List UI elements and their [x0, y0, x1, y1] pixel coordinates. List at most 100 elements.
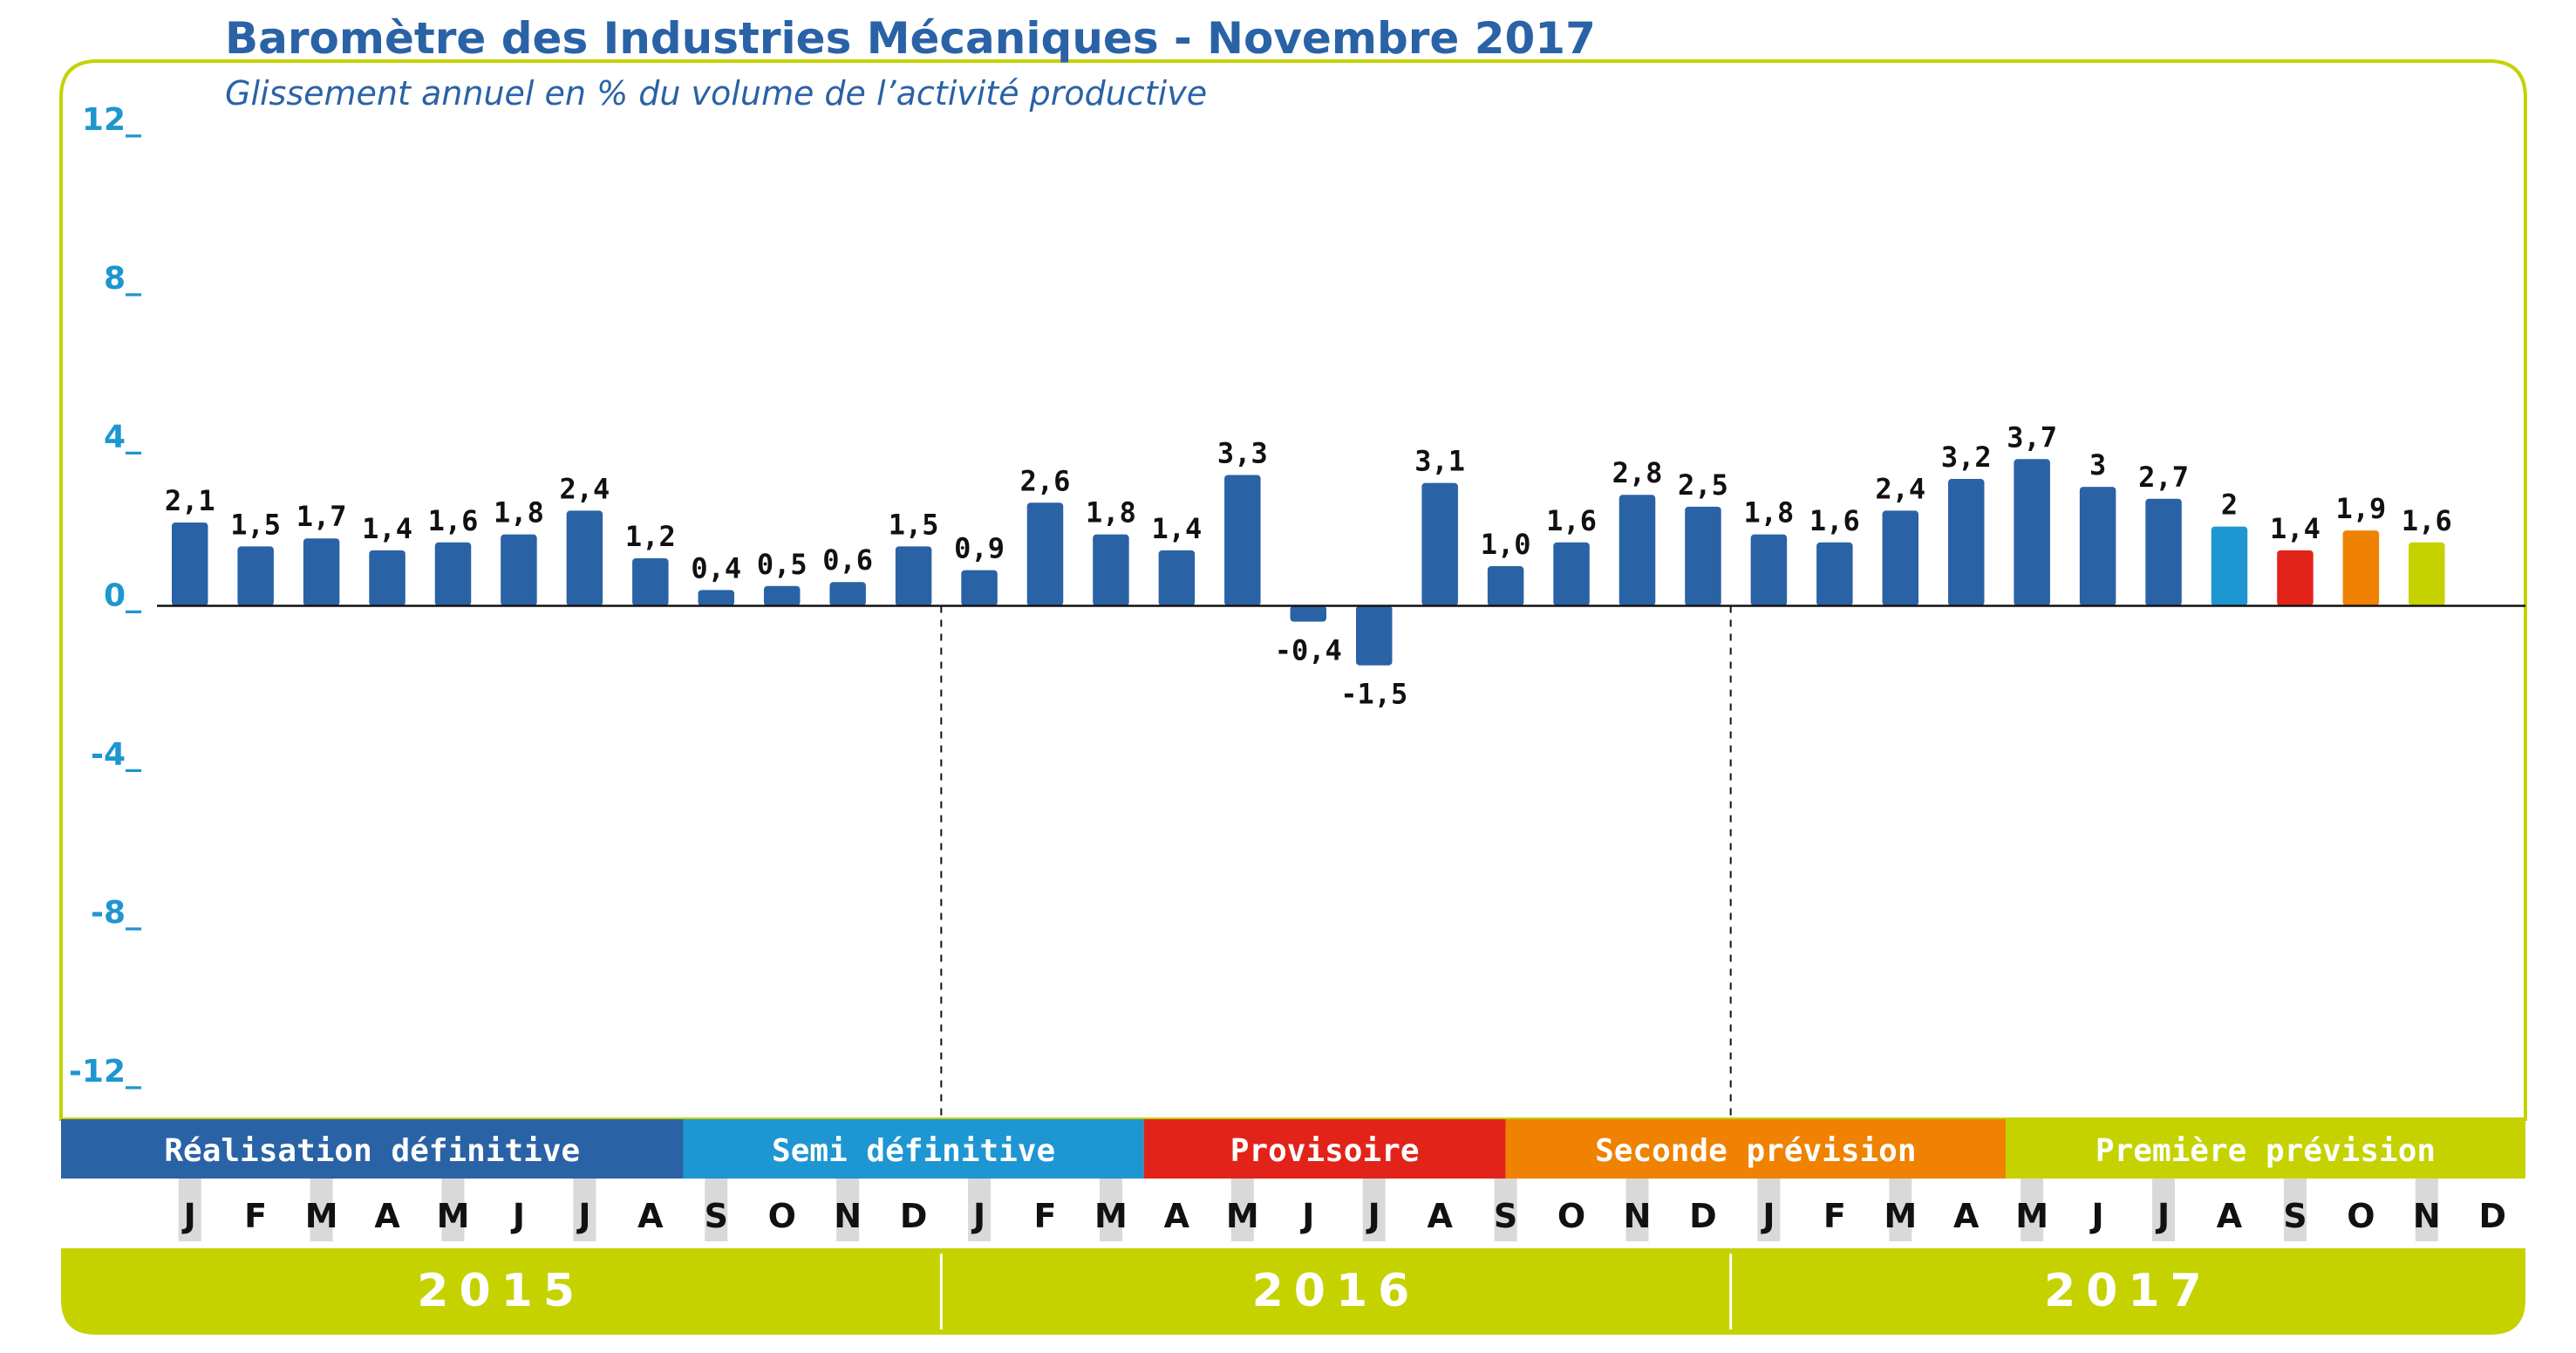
- chart-title: Baromètre des Industries Mécaniques - No…: [225, 13, 1596, 64]
- bar: [1290, 605, 1327, 622]
- year-label: 2016: [1252, 1265, 1421, 1317]
- phase-label: Semi définitive: [772, 1133, 1055, 1169]
- phase-segment: [683, 1119, 1144, 1179]
- phase-band: Réalisation définitive Semi définitive Pro…: [61, 1119, 2525, 1179]
- month-label: F: [1034, 1197, 1057, 1235]
- value-label: 2,6: [1020, 464, 1071, 497]
- month-label: A: [2217, 1197, 2243, 1235]
- month-grey-band: [968, 1179, 992, 1241]
- y-tick-label: 12_: [82, 102, 141, 138]
- month-label: M: [305, 1197, 338, 1235]
- value-label: 1,6: [1546, 504, 1597, 537]
- value-label: 3,7: [2007, 420, 2057, 454]
- month-label: N: [2413, 1197, 2441, 1235]
- bar: [829, 582, 866, 606]
- value-label: 1,7: [296, 500, 347, 533]
- phase-segment: [1505, 1119, 2006, 1179]
- bar: [2277, 550, 2314, 606]
- bar: [1816, 542, 1853, 606]
- phase-label: Première prévision: [2096, 1133, 2436, 1169]
- phase-label: Provisoire: [1230, 1133, 1420, 1169]
- month-label: N: [1624, 1197, 1652, 1235]
- period-dividers: [940, 605, 1732, 1119]
- bar: [1882, 510, 1919, 606]
- year-label: 2017: [2044, 1265, 2212, 1317]
- phase-label: Seconde prévision: [1595, 1133, 1916, 1169]
- month-label: D: [2479, 1197, 2507, 1235]
- value-label: 2,4: [559, 472, 610, 505]
- value-label: 1,6: [428, 504, 479, 537]
- month-grey-band: [1099, 1179, 1122, 1241]
- phase-label: Réalisation définitive: [164, 1133, 580, 1169]
- month-grey-band: [836, 1179, 860, 1241]
- value-label: 2,4: [1875, 472, 1925, 505]
- value-label: 1,4: [1151, 512, 1202, 545]
- value-label: 1,0: [1481, 528, 1531, 561]
- bar: [961, 570, 998, 606]
- month-label: O: [768, 1197, 796, 1235]
- bar: [1487, 566, 1524, 606]
- chart-frame: [59, 59, 2527, 1121]
- month-grey-band: [1362, 1179, 1386, 1241]
- month-label: J: [1760, 1197, 1775, 1235]
- bar: [2014, 459, 2050, 606]
- value-label: 2,7: [2138, 461, 2189, 494]
- value-label: 2: [2221, 489, 2238, 522]
- phase-segment: [61, 1119, 684, 1179]
- bar: [2342, 530, 2380, 606]
- month-grey-band: [2152, 1179, 2176, 1241]
- bar: [2079, 487, 2116, 606]
- value-label: 1,8: [1086, 496, 1136, 530]
- bar: [632, 557, 669, 606]
- phase-segment: [1143, 1119, 1506, 1179]
- month-grey-band: [2021, 1179, 2044, 1241]
- value-label: 1,6: [2402, 504, 2452, 537]
- value-label: 1,6: [1809, 504, 1860, 537]
- value-label: -0,4: [1275, 634, 1342, 667]
- bar: [1224, 475, 1261, 606]
- value-label: 2,1: [165, 484, 215, 517]
- value-label: 2,5: [1678, 468, 1728, 502]
- bar: [2145, 498, 2182, 606]
- month-label: M: [437, 1197, 470, 1235]
- month-grey-band: [1889, 1179, 1912, 1241]
- value-label: 1,4: [2270, 512, 2320, 545]
- value-label: 1,4: [362, 512, 412, 545]
- bar: [501, 534, 537, 606]
- year-label: 2015: [417, 1265, 585, 1317]
- month-grey-band: [178, 1179, 201, 1241]
- bars: [171, 459, 2445, 666]
- y-axis: 12_ 8_ 4_ 0_ -4_ -8_ -12_: [69, 102, 141, 1090]
- y-tick-label: -12_: [69, 1054, 141, 1090]
- y-tick-label: -4_: [91, 736, 141, 772]
- bar: [1685, 506, 1721, 606]
- bar: [1355, 605, 1393, 666]
- y-tick-label: 0_: [104, 578, 141, 614]
- month-grey-band: [705, 1179, 728, 1241]
- month-label: F: [244, 1197, 267, 1235]
- value-label: 0,6: [822, 543, 873, 577]
- month-grey-band: [2415, 1179, 2438, 1241]
- bar: [2211, 526, 2248, 606]
- month-grey-band: [2283, 1179, 2307, 1241]
- value-label: 0,5: [757, 548, 808, 581]
- month-label: O: [2347, 1197, 2375, 1235]
- value-label: 1,8: [494, 496, 544, 530]
- month-grey-band: [310, 1179, 333, 1241]
- bar: [1619, 495, 1656, 606]
- bar: [171, 523, 208, 606]
- y-tick-label: 8_: [104, 261, 141, 297]
- month-label: O: [1557, 1197, 1585, 1235]
- bar: [237, 546, 274, 606]
- month-label: M: [2015, 1197, 2048, 1235]
- month-label: F: [1823, 1197, 1846, 1235]
- value-label: 1,9: [2335, 492, 2386, 525]
- year-band-background: [61, 1248, 2525, 1335]
- y-tick-label: 4_: [104, 420, 141, 455]
- month-label: M: [1884, 1197, 1917, 1235]
- month-label: M: [1094, 1197, 1128, 1235]
- month-label: M: [1226, 1197, 1259, 1235]
- bar: [2409, 542, 2445, 606]
- month-grey-band: [1230, 1179, 1254, 1241]
